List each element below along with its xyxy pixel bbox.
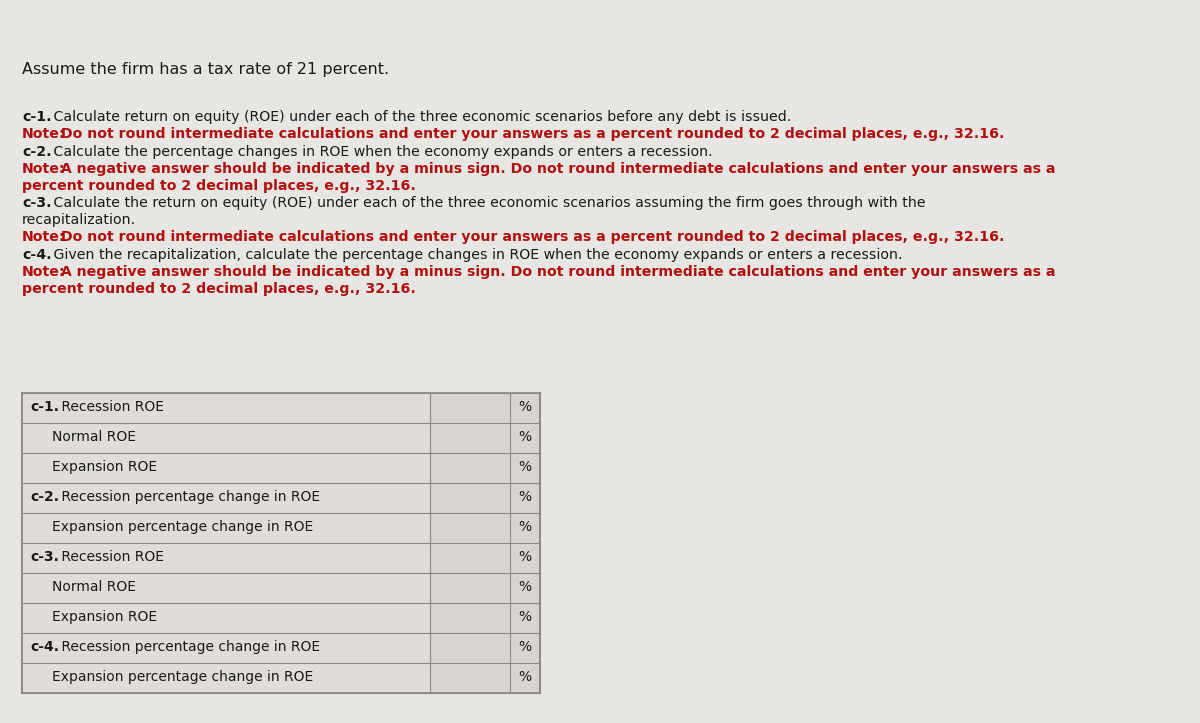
Text: c-4.: c-4. [22, 248, 52, 262]
Text: A negative answer should be indicated by a minus sign. Do not round intermediate: A negative answer should be indicated by… [56, 162, 1056, 176]
Bar [22, 663, 540, 693]
Bar [510, 543, 540, 573]
Text: A negative answer should be indicated by a minus sign. Do not round intermediate: A negative answer should be indicated by… [56, 265, 1056, 279]
Bar [22, 393, 540, 423]
Text: %: % [518, 430, 532, 444]
Bar [430, 453, 510, 483]
Bar [430, 393, 510, 423]
Bar [430, 513, 510, 543]
Text: c-3.: c-3. [22, 196, 52, 210]
Text: Recession ROE: Recession ROE [58, 550, 164, 564]
Text: %: % [518, 400, 532, 414]
Text: %: % [518, 460, 532, 474]
Text: Expansion percentage change in ROE: Expansion percentage change in ROE [52, 520, 313, 534]
Text: Note:: Note: [22, 230, 66, 244]
Text: Do not round intermediate calculations and enter your answers as a percent round: Do not round intermediate calculations a… [56, 127, 1004, 141]
Bar [510, 573, 540, 603]
Text: %: % [518, 520, 532, 534]
Text: %: % [518, 550, 532, 564]
Bar [430, 633, 510, 663]
Bar [22, 423, 540, 453]
Text: percent rounded to 2 decimal places, e.g., 32.16.: percent rounded to 2 decimal places, e.g… [22, 179, 416, 193]
Text: Recession ROE: Recession ROE [58, 400, 164, 414]
Bar [510, 663, 540, 693]
Bar [510, 483, 540, 513]
Text: c-4.: c-4. [30, 640, 59, 654]
Text: Normal ROE: Normal ROE [52, 580, 136, 594]
Bar [430, 603, 510, 633]
Bar [22, 453, 540, 483]
Text: Expansion percentage change in ROE: Expansion percentage change in ROE [52, 670, 313, 684]
Text: Assume the firm has a tax rate of 21 percent.: Assume the firm has a tax rate of 21 per… [22, 62, 389, 77]
Text: Expansion ROE: Expansion ROE [52, 460, 157, 474]
Bar [510, 453, 540, 483]
Text: %: % [518, 640, 532, 654]
Text: %: % [518, 580, 532, 594]
Bar [510, 513, 540, 543]
Text: percent rounded to 2 decimal places, e.g., 32.16.: percent rounded to 2 decimal places, e.g… [22, 282, 416, 296]
Bar [510, 393, 540, 423]
Text: Note:: Note: [22, 265, 66, 279]
Bar [22, 573, 540, 603]
Text: c-2.: c-2. [30, 490, 59, 504]
Text: %: % [518, 490, 532, 504]
Bar [430, 483, 510, 513]
Text: c-3.: c-3. [30, 550, 59, 564]
Text: Given the recapitalization, calculate the percentage changes in ROE when the eco: Given the recapitalization, calculate th… [49, 248, 902, 262]
Bar [510, 423, 540, 453]
Text: c-1.: c-1. [22, 110, 52, 124]
Text: Recession percentage change in ROE: Recession percentage change in ROE [58, 640, 320, 654]
Text: %: % [518, 610, 532, 624]
Bar [22, 633, 540, 663]
Text: Calculate return on equity (ROE) under each of the three economic scenarios befo: Calculate return on equity (ROE) under e… [49, 110, 792, 124]
Bar [430, 573, 510, 603]
Bar [510, 603, 540, 633]
Bar [22, 483, 540, 513]
Bar [430, 543, 510, 573]
Text: Calculate the percentage changes in ROE when the economy expands or enters a rec: Calculate the percentage changes in ROE … [49, 145, 713, 159]
Text: Normal ROE: Normal ROE [52, 430, 136, 444]
Text: Note:: Note: [22, 127, 66, 141]
Bar [430, 663, 510, 693]
Text: Note:: Note: [22, 162, 66, 176]
Bar [510, 633, 540, 663]
Bar [22, 543, 540, 573]
Text: Recession percentage change in ROE: Recession percentage change in ROE [58, 490, 320, 504]
Text: recapitalization.: recapitalization. [22, 213, 136, 227]
Text: %: % [518, 670, 532, 684]
Text: Calculate the return on equity (ROE) under each of the three economic scenarios : Calculate the return on equity (ROE) und… [49, 196, 926, 210]
Bar [22, 393, 540, 693]
Text: c-2.: c-2. [22, 145, 52, 159]
Text: c-1.: c-1. [30, 400, 59, 414]
Text: Expansion ROE: Expansion ROE [52, 610, 157, 624]
Bar [22, 513, 540, 543]
Text: Do not round intermediate calculations and enter your answers as a percent round: Do not round intermediate calculations a… [56, 230, 1004, 244]
Bar [430, 423, 510, 453]
Bar [22, 603, 540, 633]
